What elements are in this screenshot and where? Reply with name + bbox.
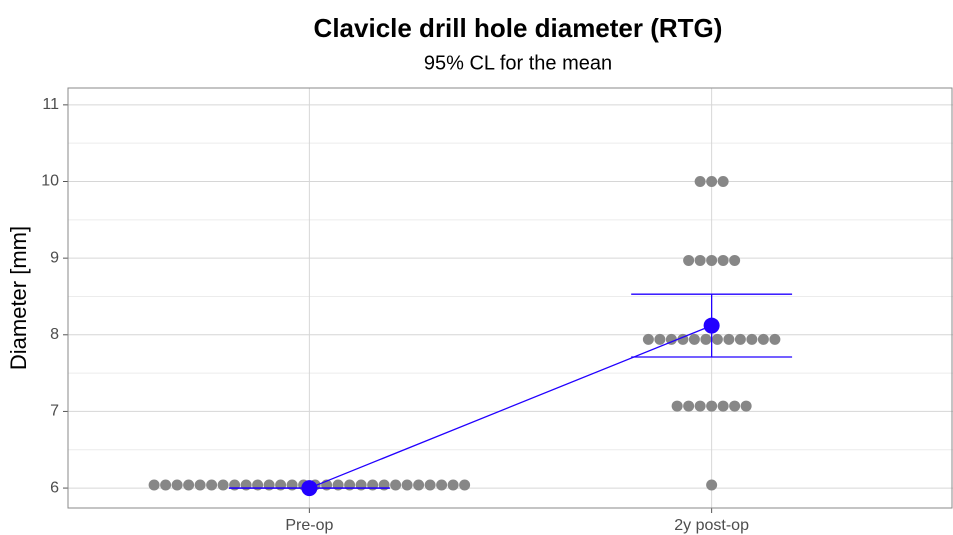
chart-subtitle: 95% CL for the mean — [424, 52, 612, 74]
y-tick-label: 8 — [50, 326, 59, 343]
dot — [746, 333, 758, 345]
mean-line — [309, 324, 712, 489]
dot — [344, 479, 356, 491]
dot — [700, 333, 712, 345]
dot — [367, 479, 379, 491]
dot — [694, 254, 706, 266]
dot — [459, 479, 471, 491]
dot — [706, 479, 718, 491]
dot — [436, 479, 448, 491]
y-tick-label: 11 — [42, 96, 59, 113]
dot — [252, 479, 264, 491]
dot — [642, 333, 654, 345]
mean-point — [301, 480, 318, 497]
dot — [717, 176, 729, 188]
dot — [171, 479, 183, 491]
dot — [706, 400, 718, 412]
dot — [706, 176, 718, 188]
dot — [711, 333, 723, 345]
dot — [355, 479, 367, 491]
dot — [229, 479, 241, 491]
dot — [734, 333, 746, 345]
x-tick-label: Pre-op — [285, 517, 333, 534]
dot — [740, 400, 752, 412]
dot — [206, 479, 218, 491]
dot — [378, 479, 390, 491]
dot — [332, 479, 344, 491]
y-tick-label: 9 — [50, 249, 59, 266]
dot — [160, 479, 172, 491]
dot — [717, 400, 729, 412]
dot — [286, 479, 298, 491]
dot — [694, 400, 706, 412]
dot — [665, 333, 677, 345]
y-tick-label: 7 — [50, 403, 59, 420]
dot — [183, 479, 195, 491]
dot — [263, 479, 275, 491]
chart-title: Clavicle drill hole diameter (RTG) — [314, 13, 723, 43]
dot — [723, 333, 735, 345]
dot — [757, 333, 769, 345]
mean-point — [703, 317, 720, 334]
dot — [729, 254, 741, 266]
dot — [148, 479, 160, 491]
dot — [769, 333, 781, 345]
dot — [729, 400, 741, 412]
dot — [447, 479, 459, 491]
dot — [217, 479, 229, 491]
dot — [683, 400, 695, 412]
panel-border — [67, 87, 953, 509]
y-tick-label: 6 — [50, 479, 59, 496]
dot — [424, 479, 436, 491]
dot — [654, 333, 666, 345]
y-axis-label: Diameter [mm] — [6, 226, 31, 370]
dot — [717, 254, 729, 266]
dot — [390, 479, 402, 491]
y-tick-label: 10 — [41, 173, 59, 190]
dot — [683, 254, 695, 266]
dot — [413, 479, 425, 491]
x-tick-label: 2y post-op — [674, 517, 749, 534]
dot — [240, 479, 252, 491]
dot — [275, 479, 287, 491]
dot — [194, 479, 206, 491]
dot — [688, 333, 700, 345]
dot — [671, 400, 683, 412]
dot — [706, 254, 718, 266]
dot — [694, 176, 706, 188]
dot — [401, 479, 413, 491]
